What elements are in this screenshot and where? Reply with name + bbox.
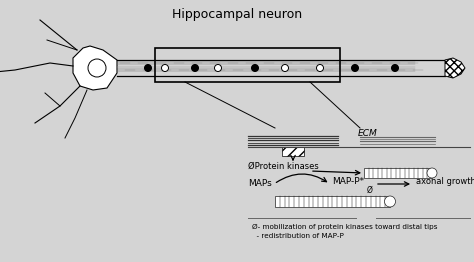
Text: axonal growth: axonal growth: [416, 177, 474, 187]
Text: Hippocampal neuron: Hippocampal neuron: [172, 8, 302, 21]
Circle shape: [215, 64, 221, 72]
Text: MAPs: MAPs: [248, 178, 272, 188]
Circle shape: [317, 64, 323, 72]
Bar: [155, 48, 340, 82]
Polygon shape: [73, 46, 117, 90]
Circle shape: [427, 168, 437, 178]
Polygon shape: [445, 58, 465, 78]
Circle shape: [252, 64, 258, 72]
Text: MAP-P*: MAP-P*: [332, 177, 364, 187]
Circle shape: [384, 196, 395, 207]
Bar: [275, 196, 390, 207]
Bar: [282, 147, 304, 156]
Bar: [364, 168, 432, 178]
Text: Ø- mobilization of protein kinases toward distal tips: Ø- mobilization of protein kinases towar…: [252, 224, 438, 230]
Circle shape: [392, 64, 399, 72]
Circle shape: [352, 64, 358, 72]
Circle shape: [282, 64, 289, 72]
Text: Ø: Ø: [367, 185, 373, 194]
Circle shape: [88, 59, 106, 77]
Circle shape: [162, 64, 168, 72]
Text: - redistribution of MAP-P: - redistribution of MAP-P: [252, 233, 344, 239]
Text: ØProtein kinases: ØProtein kinases: [248, 161, 319, 171]
Circle shape: [191, 64, 199, 72]
Text: ECM: ECM: [358, 128, 378, 138]
Circle shape: [145, 64, 152, 72]
